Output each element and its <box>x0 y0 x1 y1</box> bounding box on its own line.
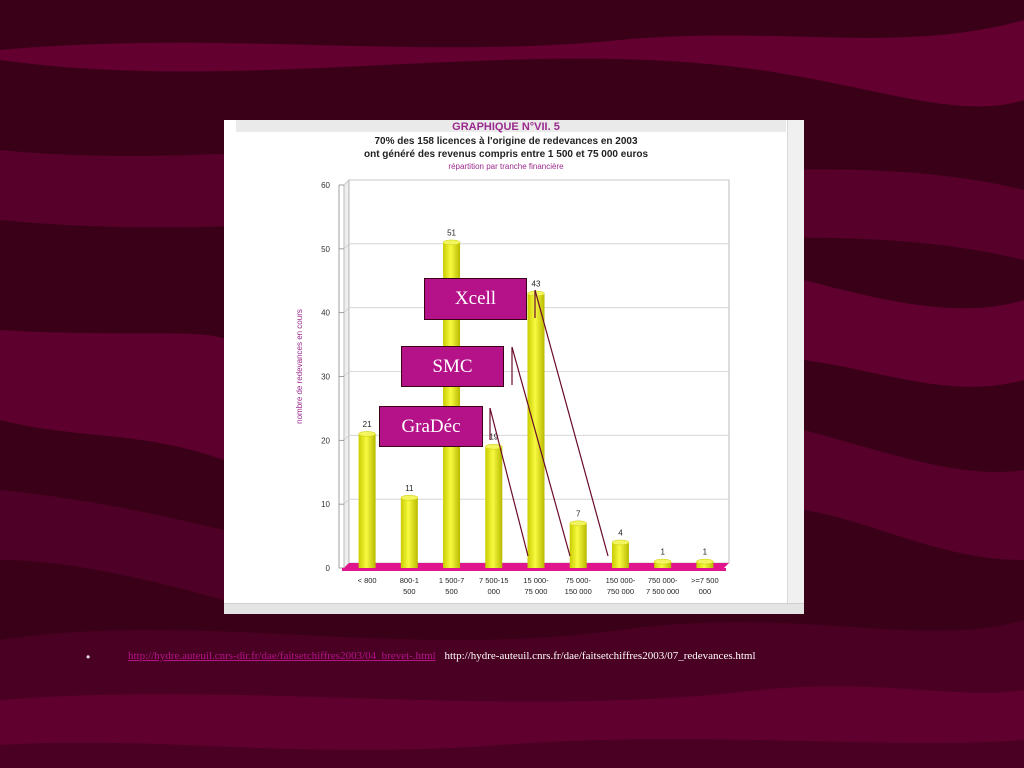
bar <box>485 446 503 568</box>
x-tick-label: 150 000- <box>606 576 636 585</box>
x-tick-label: 000 <box>699 587 712 596</box>
bar <box>611 542 629 568</box>
gradec-arrow <box>489 407 529 557</box>
gridline <box>343 434 729 441</box>
x-tick-label: 75 000- <box>566 576 592 585</box>
bar-top <box>358 431 376 437</box>
chart-note: répartition par tranche financière <box>448 162 564 171</box>
x-tick-label: 500 <box>403 587 416 596</box>
x-tick-label: 000 <box>488 587 501 596</box>
y-tick-label: 20 <box>321 436 330 445</box>
panel-bottom-bar <box>224 603 804 614</box>
data-label: 4 <box>618 528 623 537</box>
x-tick-label: 800-1 <box>400 576 419 585</box>
x-tick-label: 7 500 000 <box>646 587 679 596</box>
x-tick-label: 7 500-15 <box>479 576 509 585</box>
x-tick-label: >=7 500 <box>691 576 719 585</box>
bar <box>443 242 461 568</box>
bar-top <box>569 520 587 527</box>
gridline <box>343 498 729 505</box>
source-links: http://hydre.auteuil.cnrs-dir.fr/dae/fai… <box>128 650 756 662</box>
data-label: 19 <box>489 433 498 442</box>
bar-top <box>485 443 503 450</box>
bar <box>696 561 714 568</box>
gridline <box>343 307 729 313</box>
data-label: 21 <box>363 420 372 429</box>
bar-top <box>442 239 461 246</box>
data-label: 1 <box>703 548 708 557</box>
xcell-arrow <box>534 289 609 557</box>
bar <box>569 523 587 568</box>
gridline <box>343 243 729 250</box>
x-tick-label: 750 000 <box>607 587 634 596</box>
x-tick-label: < 800 <box>358 576 377 585</box>
y-tick-label: 50 <box>321 245 330 254</box>
bar <box>527 293 545 568</box>
smc-arrow <box>511 346 571 557</box>
panel-scrollbar[interactable] <box>787 120 804 614</box>
y-tick-label: 40 <box>321 309 330 318</box>
bar-top <box>400 495 419 501</box>
bar <box>358 433 376 568</box>
plot-floor-edge <box>342 568 726 571</box>
source-link-brevets[interactable]: http://hydre.auteuil.cnrs-dir.fr/dae/fai… <box>128 650 436 662</box>
panel-top-bar <box>236 120 786 132</box>
data-label: 7 <box>576 509 581 518</box>
bar-top <box>611 539 630 546</box>
bar <box>400 497 418 568</box>
bar-top <box>696 558 714 565</box>
data-label: 43 <box>532 280 541 289</box>
callout-xcell: Xcell <box>424 278 527 320</box>
chart-subtitle-line-2: ont généré des revenus compris entre 1 5… <box>363 149 649 160</box>
x-tick-label: 150 000 <box>565 587 592 596</box>
bar-top <box>653 558 672 565</box>
bullet-marker: • <box>86 650 91 664</box>
gridline <box>343 371 729 377</box>
chart-subtitle-line-1: 70% des 158 licences à l'origine de rede… <box>374 136 638 147</box>
data-label: 11 <box>405 484 414 493</box>
x-tick-label: 75 000 <box>525 587 548 596</box>
x-tick-label: 15 000- <box>523 576 549 585</box>
y-tick-label: 30 <box>321 373 330 382</box>
callout-smc: SMC <box>401 346 504 387</box>
source-link-redevances[interactable]: http://hydre-auteuil.cnrs.fr/dae/faitset… <box>444 650 756 662</box>
data-label: 1 <box>660 548 665 557</box>
data-label: 51 <box>447 228 456 237</box>
bar <box>654 561 672 568</box>
x-tick-label: 750 000- <box>648 576 678 585</box>
y-tick-label: 0 <box>326 564 331 573</box>
chart-title: GRAPHIQUE N°VII. 5 <box>452 121 560 133</box>
x-tick-label: 1 500-7 <box>439 576 464 585</box>
y-tick-label: 60 <box>321 181 330 190</box>
y-axis-label: nombre de redevances en cours <box>295 309 304 424</box>
callout-gradec: GraDéc <box>379 406 483 447</box>
y-tick-label: 10 <box>321 500 330 509</box>
x-tick-label: 500 <box>445 587 458 596</box>
gridline <box>343 179 729 186</box>
